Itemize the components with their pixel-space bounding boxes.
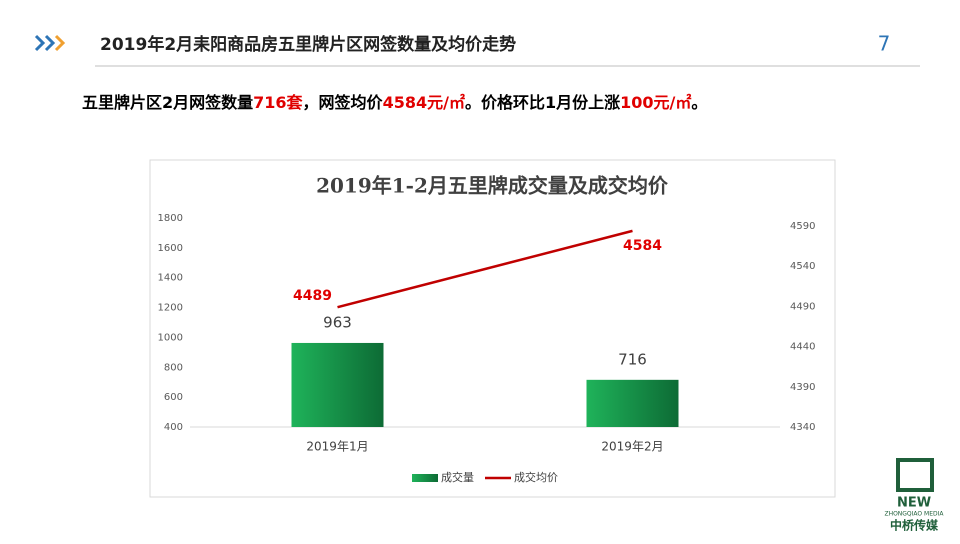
logo-new: NEW bbox=[897, 496, 931, 511]
summary-part: 716套 bbox=[253, 93, 303, 112]
x-tick-label: 2019年2月 bbox=[601, 440, 663, 454]
y-tick-label: 600 bbox=[164, 392, 183, 403]
data-label: 716 bbox=[618, 350, 647, 368]
bar bbox=[586, 379, 679, 427]
legend-label: 成交量 bbox=[441, 470, 474, 484]
summary: 五里牌片区2月网签数量716套，网签均价4584元/㎡。价格环比1月份上涨100… bbox=[82, 93, 707, 112]
summary-part: ，网签均价 bbox=[303, 93, 384, 112]
slide-title: 2019年2月耒阳商品房五里牌片区网签数量及均价走势 bbox=[100, 34, 516, 55]
y2-tick-label: 4340 bbox=[790, 422, 815, 433]
x-tick-label: 2019年1月 bbox=[306, 440, 368, 454]
data-label: 4489 bbox=[293, 288, 332, 304]
page-number: 7 bbox=[878, 32, 891, 56]
logo-sub: ZHONGQIAO MEDIA bbox=[884, 511, 944, 518]
summary-part: 4584元/㎡ bbox=[383, 93, 465, 112]
y-tick-label: 1000 bbox=[158, 332, 183, 343]
y2-tick-label: 4490 bbox=[790, 301, 815, 312]
header-icon bbox=[34, 34, 66, 52]
logo: NEW ZHONGQIAO MEDIA 中桥传媒 bbox=[884, 458, 944, 533]
legend-label: 成交均价 bbox=[514, 470, 558, 484]
summary-part: 。 bbox=[691, 93, 707, 112]
summary-part: 。价格环比1月份上涨 bbox=[465, 93, 620, 112]
y-tick-label: 800 bbox=[164, 362, 183, 373]
chart-title: 2019年1-2月五里牌成交量及成交均价 bbox=[316, 174, 669, 198]
logo-name: 中桥传媒 bbox=[890, 518, 939, 533]
y2-tick-label: 4390 bbox=[790, 382, 815, 393]
y-tick-label: 1600 bbox=[158, 243, 183, 254]
y-tick-label: 1400 bbox=[158, 273, 183, 284]
y-tick-label: 400 bbox=[164, 422, 183, 433]
y2-tick-label: 4540 bbox=[790, 261, 815, 272]
logo-mark bbox=[896, 458, 934, 492]
legend-swatch bbox=[412, 474, 438, 482]
y-tick-label: 1200 bbox=[158, 303, 183, 314]
line bbox=[337, 229, 633, 309]
bar bbox=[291, 342, 384, 427]
y2-tick-label: 4590 bbox=[790, 221, 815, 232]
summary-part: 五里牌片区2月网签数量 bbox=[82, 93, 253, 112]
data-label: 963 bbox=[323, 313, 352, 331]
chart-frame bbox=[149, 159, 836, 498]
y2-tick-label: 4440 bbox=[790, 342, 815, 353]
y-tick-label: 1800 bbox=[158, 213, 183, 224]
data-label: 4584 bbox=[623, 238, 662, 254]
summary-part: 100元/㎡ bbox=[620, 93, 691, 112]
